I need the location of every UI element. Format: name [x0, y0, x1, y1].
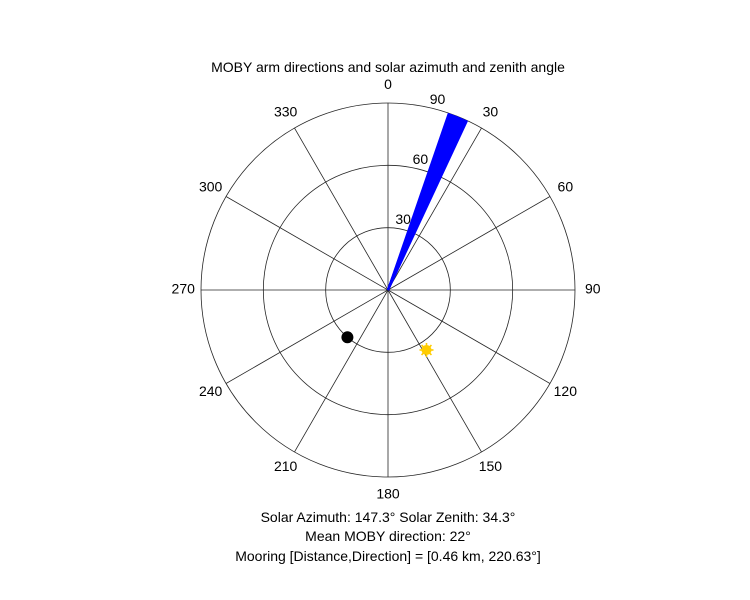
spoke-210 [294, 289, 389, 453]
angle-label-180: 180 [376, 485, 400, 501]
ring-60 [262, 164, 514, 416]
angle-label-30: 30 [483, 103, 499, 119]
spoke-60 [387, 196, 551, 291]
angle-label-0: 0 [384, 76, 392, 92]
sun-marker [421, 344, 432, 355]
chart-title: MOBY arm directions and solar azimuth an… [211, 59, 565, 75]
radius-label-30: 30 [395, 211, 411, 227]
sun-icon [419, 342, 434, 357]
polar-grid [200, 102, 576, 478]
spoke-330 [294, 127, 389, 291]
ring-90 [200, 102, 576, 478]
angle-label-90: 90 [585, 281, 601, 297]
mooring-marker [341, 331, 354, 344]
ring-30 [325, 227, 451, 353]
angle-label-120: 120 [554, 383, 578, 399]
radius-tick-labels: 30 60 90 [395, 91, 445, 227]
spoke-240 [225, 289, 389, 384]
spoke-300 [225, 196, 389, 291]
angle-label-240: 240 [199, 383, 223, 399]
arm-direction-lines [386, 112, 469, 291]
radius-label-60: 60 [413, 151, 429, 167]
angle-label-330: 330 [274, 103, 298, 119]
markers [341, 331, 434, 357]
angle-label-210: 210 [274, 458, 298, 474]
angle-label-150: 150 [479, 458, 503, 474]
mooring-caption: Mooring [Distance,Direction] = [0.46 km,… [235, 548, 541, 564]
angle-label-300: 300 [199, 178, 223, 194]
spoke-120 [387, 289, 551, 384]
arm-line-12 [387, 120, 469, 291]
mean-direction-caption: Mean MOBY direction: 22° [305, 528, 471, 544]
radius-label-90: 90 [430, 91, 446, 107]
angle-label-60: 60 [558, 178, 574, 194]
solar-caption: Solar Azimuth: 147.3° Solar Zenith: 34.3… [261, 509, 516, 525]
angle-tick-labels: 0 30 60 90 120 150 180 210 240 270 300 330 [172, 76, 601, 502]
angle-label-270: 270 [172, 281, 196, 297]
spoke-30 [387, 127, 482, 291]
spoke-150 [387, 289, 482, 453]
